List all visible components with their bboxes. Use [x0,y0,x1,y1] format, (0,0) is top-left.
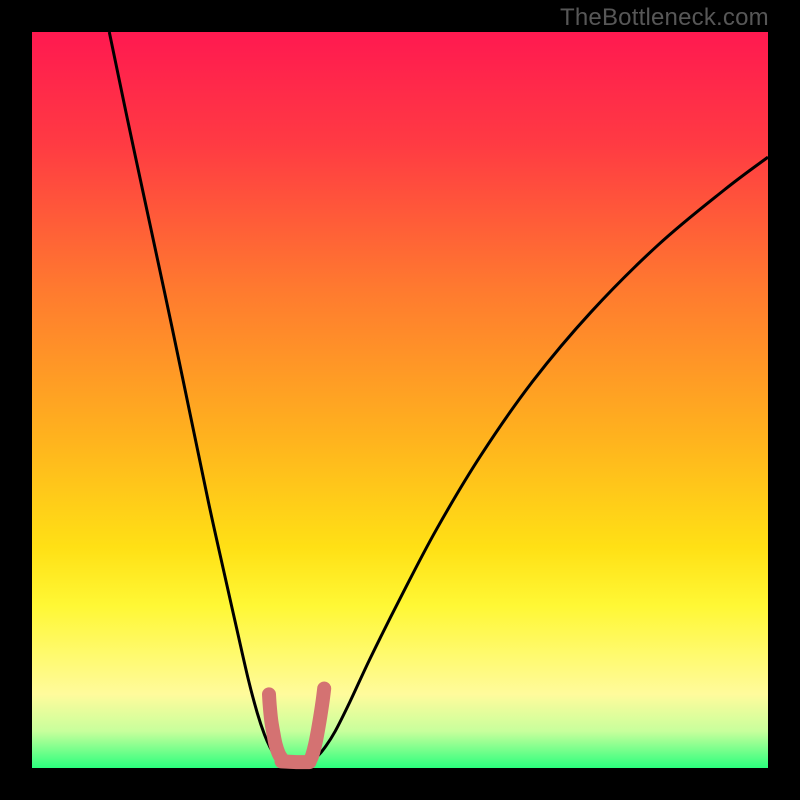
curves-layer [0,0,800,800]
curve-right [312,157,768,761]
marker-strip-0 [269,694,282,758]
curve-left [109,32,279,761]
chart-frame: TheBottleneck.com [0,0,800,800]
